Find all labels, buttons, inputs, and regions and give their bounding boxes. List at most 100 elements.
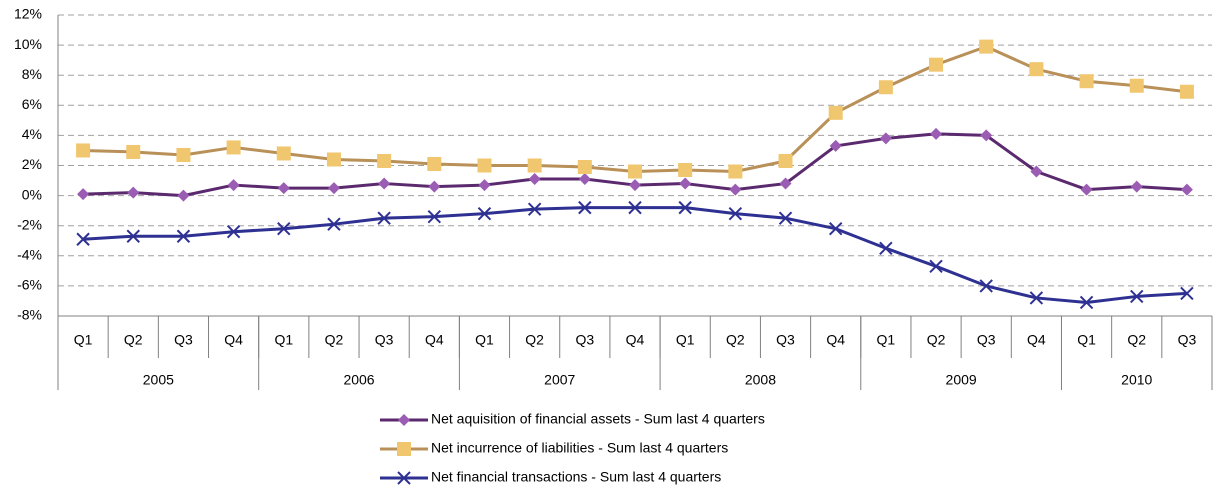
data-point <box>778 211 793 225</box>
x-tick-label: Q3 <box>776 332 795 348</box>
data-point <box>1179 84 1194 99</box>
data-point <box>428 180 441 193</box>
data-point <box>527 158 542 173</box>
data-point <box>127 186 140 199</box>
data-point <box>378 177 391 190</box>
data-point <box>778 153 793 168</box>
data-point <box>577 160 592 175</box>
x-tick-label: Q1 <box>475 332 494 348</box>
data-point <box>578 173 591 186</box>
x-tick-label: Q2 <box>927 332 946 348</box>
y-tick-label: 10% <box>14 36 42 52</box>
x-tick-label: Q4 <box>626 332 645 348</box>
data-point <box>879 241 893 255</box>
data-point <box>929 259 943 274</box>
legend-label: Net aquisition of financial assets - Sum… <box>431 411 765 427</box>
data-point <box>1029 62 1044 77</box>
year-label: 2006 <box>343 372 374 388</box>
year-label: 2005 <box>143 372 174 388</box>
data-point <box>878 80 893 95</box>
year-label: 2007 <box>544 372 575 388</box>
data-point <box>628 200 642 215</box>
x-tick-label: Q2 <box>325 332 344 348</box>
data-point <box>177 189 190 202</box>
data-point <box>427 156 442 171</box>
y-tick-label: -6% <box>17 277 42 293</box>
legend-marker <box>398 414 410 426</box>
data-point <box>326 152 341 167</box>
year-label: 2008 <box>745 372 776 388</box>
data-point <box>979 279 993 293</box>
x-tick-label: Q3 <box>375 332 394 348</box>
data-point <box>1030 165 1043 178</box>
data-point <box>226 140 241 155</box>
data-point <box>1079 74 1094 89</box>
data-point <box>377 153 392 168</box>
data-point <box>277 222 291 236</box>
y-tick-label: -4% <box>17 247 42 263</box>
y-tick-label: 4% <box>22 126 42 142</box>
data-point <box>277 182 290 195</box>
data-point <box>728 164 743 179</box>
data-point <box>1079 295 1094 310</box>
data-point <box>779 177 792 190</box>
y-tick-label: 0% <box>22 186 42 202</box>
data-point <box>678 163 693 178</box>
data-point <box>578 200 592 215</box>
x-tick-label: Q4 <box>826 332 845 348</box>
data-point <box>729 183 742 196</box>
data-point <box>629 179 641 192</box>
series-line <box>83 45 1188 174</box>
data-point <box>227 179 240 192</box>
data-point <box>477 158 492 173</box>
legend-marker <box>397 471 411 485</box>
data-point <box>829 139 842 152</box>
y-tick-label: 2% <box>22 156 42 172</box>
data-point <box>679 177 692 190</box>
x-tick-label: Q1 <box>74 332 93 348</box>
legend-label: Net incurrence of liabilities - Sum last… <box>431 440 728 456</box>
data-point <box>1130 289 1144 304</box>
data-point <box>327 217 341 231</box>
data-point <box>979 39 994 54</box>
data-point <box>980 129 993 142</box>
data-point <box>528 173 541 186</box>
x-tick-label: Q2 <box>525 332 544 348</box>
data-point <box>1129 78 1144 93</box>
data-point <box>1080 183 1093 196</box>
data-point <box>176 229 191 243</box>
data-point <box>1180 183 1193 196</box>
x-tick-label: Q4 <box>1027 332 1046 348</box>
series-line <box>82 206 1187 304</box>
legend-label: Net financial transactions - Sum last 4 … <box>431 469 721 485</box>
x-tick-label: Q4 <box>425 332 444 348</box>
data-point <box>176 147 191 162</box>
x-tick-label: Q1 <box>274 332 293 348</box>
x-tick-label: Q2 <box>726 332 745 348</box>
data-point <box>1029 291 1044 305</box>
data-point <box>327 182 340 195</box>
data-point <box>828 105 843 120</box>
legend-marker <box>397 442 411 456</box>
x-tick-label: Q3 <box>977 332 996 348</box>
x-tick-label: Q1 <box>1077 332 1096 348</box>
data-point <box>879 132 892 145</box>
x-tick-label: Q4 <box>224 332 243 348</box>
x-tick-label: Q3 <box>1178 332 1197 348</box>
data-point <box>126 144 141 159</box>
data-point <box>828 222 843 236</box>
x-tick-label: Q3 <box>174 332 193 348</box>
data-point <box>126 229 140 243</box>
x-tick-label: Q2 <box>1127 332 1146 348</box>
x-tick-label: Q3 <box>575 332 594 348</box>
x-tick-label: Q1 <box>877 332 896 348</box>
data-point <box>728 206 743 221</box>
data-point <box>76 232 90 246</box>
data-point <box>527 202 542 216</box>
data-point <box>1130 180 1143 193</box>
y-tick-label: 8% <box>22 66 42 82</box>
data-point <box>427 209 442 224</box>
data-point <box>226 225 241 239</box>
data-point <box>929 57 944 72</box>
y-tick-label: 12% <box>14 6 42 22</box>
